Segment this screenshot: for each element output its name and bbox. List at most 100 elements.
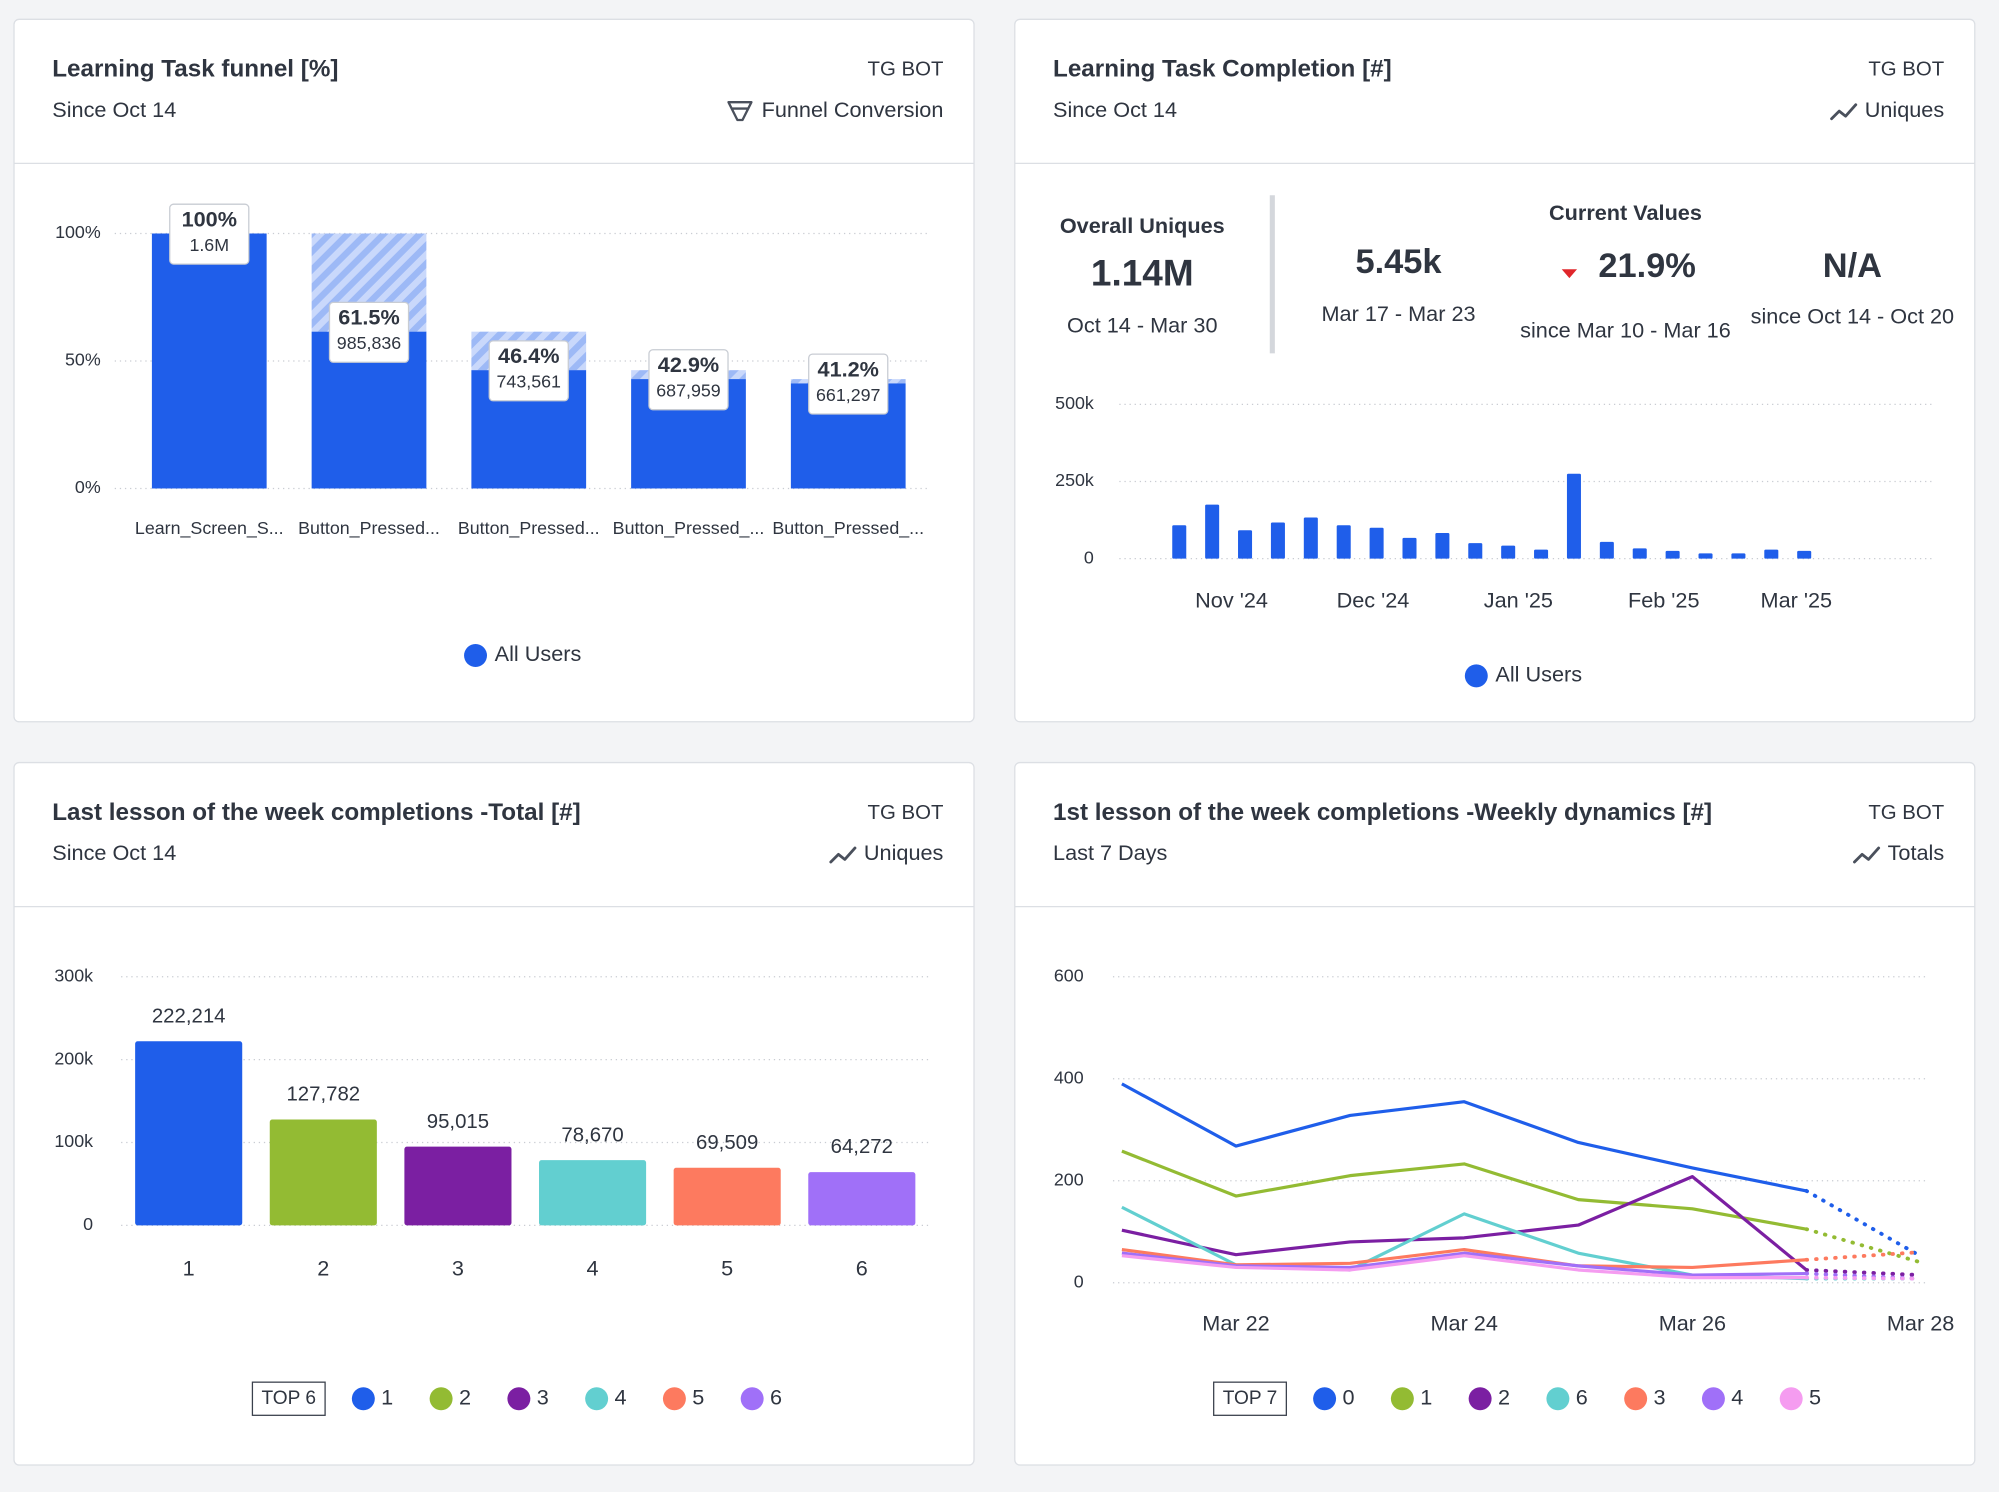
series-line [1121,1254,1807,1280]
kpi-value: 5.45k [1355,243,1442,281]
value-label: 64,272 [831,1136,893,1158]
y-tick-label: 0% [75,477,101,497]
bar [539,1160,647,1226]
legend-swatch [1468,1387,1492,1411]
count-label: 985,836 [337,333,402,353]
x-tick-label: Mar 24 [1430,1311,1497,1336]
source-label: TG BOT [1868,802,1944,824]
value-label: 95,015 [427,1111,489,1133]
legend-swatch [662,1387,686,1411]
card-subtitle: Since Oct 14 [52,97,176,122]
count-label: 743,561 [497,372,562,392]
bar [1534,549,1549,559]
kpi-value: 1.14M [1091,252,1194,293]
value-label: 41.2% [818,356,879,381]
bar [1731,553,1746,559]
y-tick-label: 300k [54,965,93,985]
legend-label: 4 [614,1384,626,1409]
value-label: 69,509 [696,1132,758,1154]
kpi-value: 21.9% [1598,247,1696,285]
legend-swatch [351,1387,375,1411]
x-tick-label: Feb '25 [1628,588,1700,613]
y-tick-label: 50% [65,350,101,370]
partial-line [1804,1227,1923,1265]
value-label-box [328,301,410,363]
bar [1501,545,1516,559]
series-line [1121,1175,1808,1272]
bar [1435,532,1450,559]
bar [1172,525,1187,559]
y-tick-label: 0 [1074,1271,1084,1291]
kpi-period: Mar 17 - Mar 23 [1322,301,1476,326]
legend-top-box [251,1381,326,1416]
x-tick-label: Dec '24 [1337,588,1410,613]
legend-label: All Users [1495,662,1582,687]
legend-swatch [1624,1387,1648,1411]
legend-swatch [1701,1387,1725,1411]
card-title: Learning Task Completion [#] [1053,56,1392,83]
x-tick-label: 5 [721,1256,733,1281]
funnel-icon [727,101,753,122]
legend-swatch [429,1387,453,1411]
partial-line [1804,1250,1923,1262]
legend-label: 1 [381,1384,393,1409]
legend-top-label: TOP 6 [261,1388,316,1409]
bar [1369,527,1384,559]
partial-line [1804,1275,1923,1281]
value-label: 61.5% [338,305,399,330]
card [13,761,975,1466]
kpi-heading: Current Values [1549,200,1702,225]
kpi-label: Overall Uniques [1060,213,1225,238]
x-tick-label: Mar '25 [1761,588,1833,613]
partial-line [1804,1189,1923,1259]
legend-label: 4 [1731,1384,1743,1409]
bar [1402,537,1417,559]
bar [269,1119,377,1226]
kpi-period: since Mar 10 - Mar 16 [1520,317,1731,342]
trend-icon [829,846,857,864]
bar [1336,525,1351,559]
value-label-box [648,349,729,411]
y-tick-label: 400 [1054,1067,1084,1087]
legend-label: 6 [1576,1384,1588,1409]
bar [1764,549,1779,559]
value-label: 46.4% [498,343,559,368]
series-line [1121,1082,1807,1193]
card-subtitle: Last 7 Days [1053,840,1168,865]
card-title: 1st lesson of the week completions -Week… [1053,799,1712,826]
value-label: 42.9% [658,352,719,377]
x-tick-label: Jan '25 [1484,588,1553,613]
bar [808,1172,916,1226]
x-tick-label: 6 [856,1256,868,1281]
y-tick-label: 200k [54,1048,93,1068]
legend-swatch [1779,1387,1803,1411]
bar [1303,517,1318,559]
bar [1468,543,1483,559]
metric-label: Totals [1888,840,1945,865]
partial-line [1804,1268,1923,1277]
value-label: 78,670 [561,1124,623,1146]
bar [1238,530,1253,559]
bar [1599,541,1614,559]
card-subtitle: Since Oct 14 [52,840,176,865]
y-tick-label: 500k [1055,393,1094,413]
legend-swatch [1313,1387,1337,1411]
x-tick-label: Button_Pressed... [458,518,600,539]
value-label-box [169,203,250,265]
legend-swatch [507,1387,531,1411]
legend-swatch [1464,664,1488,688]
x-tick-label: 1 [183,1256,195,1281]
bar [1665,550,1680,559]
source-label: TG BOT [868,59,944,81]
bar [1797,550,1812,559]
bar [673,1167,781,1226]
legend-label: 3 [537,1384,549,1409]
kpi-period: since Oct 14 - Oct 20 [1751,303,1954,328]
legend-swatch [464,644,488,667]
metric-label: Uniques [1865,97,1945,122]
count-label: 1.6M [189,235,229,255]
source-label: TG BOT [1868,59,1944,81]
bar [1566,473,1581,559]
x-tick-label: Nov '24 [1195,588,1268,613]
